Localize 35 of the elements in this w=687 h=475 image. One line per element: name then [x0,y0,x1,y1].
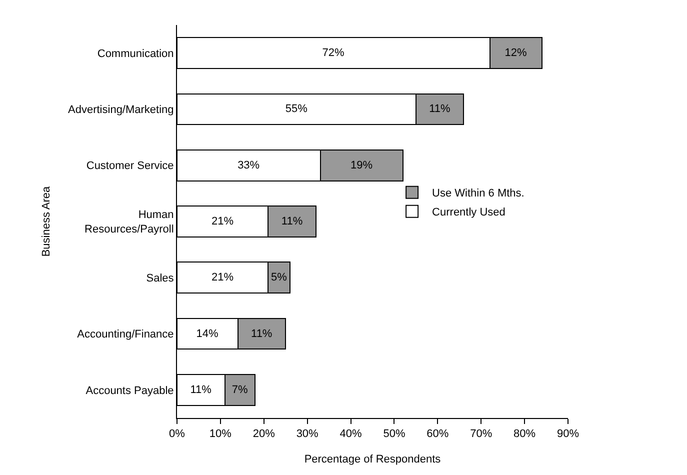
x-tick-label: 30% [296,428,319,440]
data-label: 11% [429,103,451,116]
data-label: 12% [504,47,527,60]
x-tick-label: 0% [169,428,186,440]
y-axis-title: Business Area [40,185,53,257]
data-label: 55% [285,103,308,116]
y-tick-label: Accounting/Finance [77,328,174,341]
legend-label: Use Within 6 Mths. [432,188,524,200]
data-label: 21% [211,216,234,228]
data-label: 19% [350,159,373,172]
x-tick-label: 90% [556,428,580,440]
data-label: 11% [190,384,212,396]
data-label: 5% [271,272,288,284]
y-tick-label: Communication [97,48,174,60]
data-label: 21% [211,272,234,284]
data-label: 33% [238,159,260,172]
y-tick-label: Accounts Payable [86,384,174,397]
x-tick-label: 60% [426,428,449,440]
x-tick-label: 70% [470,428,492,440]
y-tick-label: Advertising/Marketing [68,104,174,116]
x-axis-title: Percentage of Respondents [304,453,442,466]
y-tick-label: Human Resources/Payroll [84,209,174,236]
x-tick-label: 10% [209,428,232,440]
x-tick-label: 80% [514,428,536,440]
y-tick-label: Sales [146,272,174,284]
x-tick-label: 50% [383,428,406,440]
x-tick-label: 20% [252,428,276,440]
data-label: 72% [322,47,345,60]
data-label: 7% [232,384,248,396]
data-label: 11% [281,216,303,228]
legend-label: Currently Used [432,206,506,219]
x-tick-label: 40% [340,428,362,440]
data-label: 14% [196,328,219,340]
y-tick-label: Customer Service [86,160,174,172]
data-label: 11% [251,328,272,340]
